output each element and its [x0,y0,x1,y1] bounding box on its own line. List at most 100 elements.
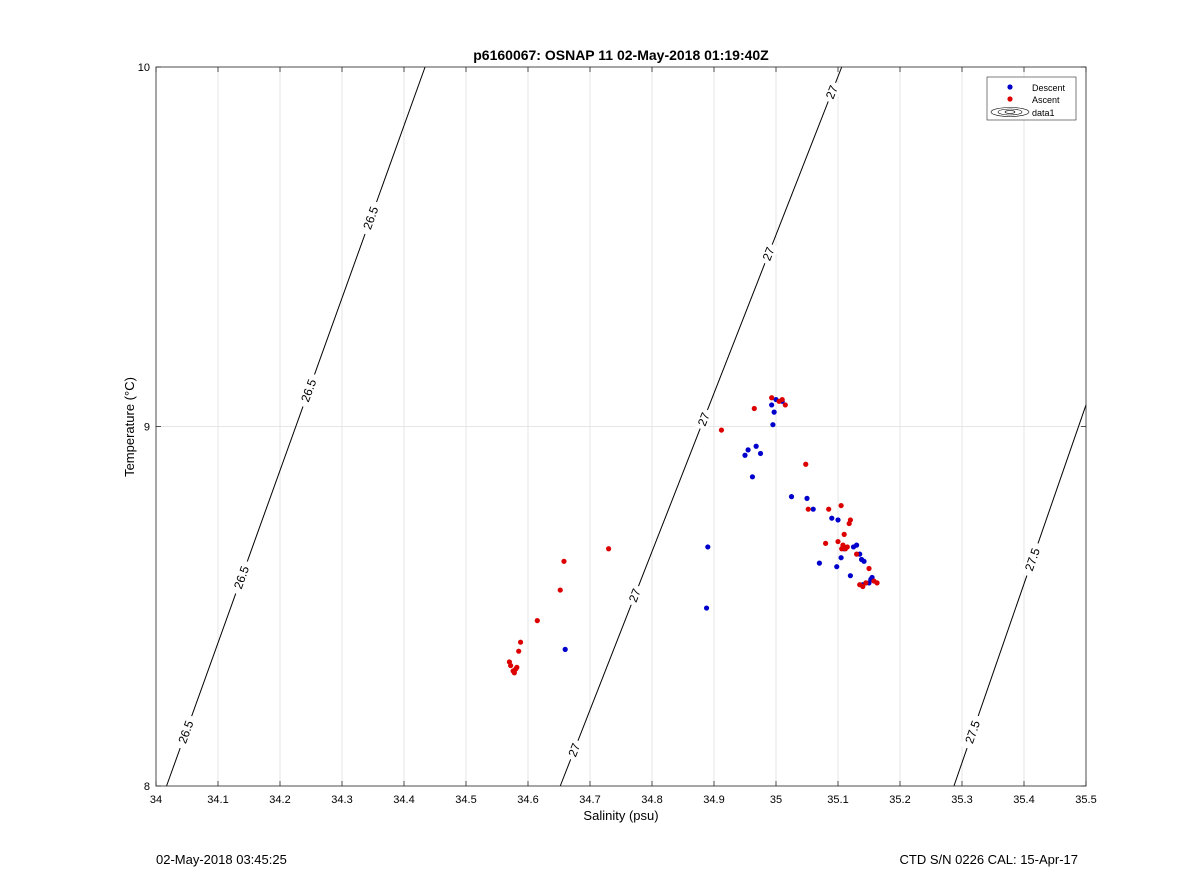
data-points [506,395,880,676]
x-tick-label: 35.3 [951,794,972,806]
descent-point [757,450,764,457]
descent-point [749,474,756,480]
descent-point [788,494,795,500]
isopycnal-label: 27 [565,741,583,759]
x-axis-ticks: 34 34.1 34.2 34.3 34.4 34.5 34.6 34.7 34.8 34.9 35… [150,67,1097,806]
ascent-point [866,565,872,572]
ascent-point [854,551,860,557]
isopycnal-label: 27 [760,245,778,263]
ascent-point [860,583,866,590]
footer-timestamp: 02-May-2018 03:45:25 [156,852,287,867]
x-tick-label: 34.5 [455,794,476,806]
legend-descent-label: Descent [1032,83,1066,93]
legend-box [986,76,1077,121]
isopycnal-line [166,66,426,787]
ascent-point [517,639,524,645]
descent-point [753,443,759,449]
isopycnal-label-bg [693,407,714,432]
y-axis-label: Temperature (°C) [122,377,137,477]
y-tick-label: 9 [144,422,150,434]
legend-ascent-marker [1007,96,1013,102]
isopycnal-label-bg [173,713,199,751]
footer-ctd-info: CTD S/N 0226 CAL: 15-Apr-17 [899,852,1078,867]
descent-point [703,605,710,611]
ascent-point [516,648,522,654]
descent-point [745,447,751,453]
y-tick-label: 8 [144,781,150,793]
legend: Descent Ascent data1 [986,76,1077,121]
legend-descent-marker [1007,84,1013,90]
isopycnal-label-bg [960,713,985,751]
descent-point [562,646,568,652]
x-tick-label: 34.1 [207,794,228,806]
descent-point [834,564,840,570]
x-axis-label: Salinity (psu) [583,808,658,823]
x-tick-label: 35.2 [889,794,910,806]
x-tick-label: 34.7 [579,794,600,806]
ascent-point [835,538,841,545]
x-tick-label: 34.2 [269,794,290,806]
isopycnal-label-bg [229,559,254,596]
ascent-point [508,662,514,669]
x-tick-label: 34 [150,794,162,806]
ascent-point [826,506,832,512]
chart-title: p6160067: OSNAP 11 02-May-2018 01:19:40Z [473,47,769,63]
descent-point [829,515,835,521]
isopycnal-label-bg [564,738,585,762]
ascent-point [838,502,844,509]
isopycnal-label-bg [1020,541,1045,578]
x-tick-label: 34.4 [393,794,414,806]
ascent-point [779,396,785,403]
isopycnal-label-bg [296,372,322,409]
x-tick-label: 35 [770,794,782,806]
descent-point [861,558,867,564]
isopycnal-label: 27 [695,410,713,428]
descent-point [835,517,841,523]
ascent-point [805,506,811,512]
isopycnal-label-bg [758,242,779,266]
ascent-point [874,580,880,586]
legend-contour-icon [990,107,1030,117]
x-tick-label: 35.5 [1075,794,1096,806]
isopycnal-label-bg [358,199,384,237]
legend-ascent-label: Ascent [1032,95,1060,105]
isopycnal-label: 27 [626,586,644,604]
legend-data1-label: data1 [1032,108,1055,118]
ascent-point [534,618,540,624]
ascent-point [751,405,757,412]
descent-point [854,542,860,548]
isopycnal-label-bg [624,583,645,608]
descent-point [770,422,776,428]
descent-point [769,402,775,408]
isopycnal-label-bg [821,80,843,105]
descent-point [816,560,823,566]
x-tick-label: 35.1 [827,794,848,806]
ascent-point [841,531,847,537]
descent-point [804,495,810,501]
ascent-point [847,517,854,523]
ascent-point [782,402,788,408]
x-tick-label: 34.9 [703,794,724,806]
ascent-point [823,540,829,546]
x-tick-label: 34.6 [517,794,538,806]
isopycnal-label: 27 [823,83,841,101]
ascent-point [606,546,612,552]
ascent-point [803,461,809,467]
descent-point [838,555,844,561]
descent-point [847,573,854,579]
x-tick-label: 34.3 [331,794,352,806]
descent-point [810,506,816,512]
descent-point [771,409,777,415]
descent-point [742,452,748,458]
x-tick-label: 35.4 [1013,794,1034,806]
y-axis-ticks: 8 9 10 [138,62,1086,793]
descent-point [705,544,711,550]
x-tick-label: 34.8 [641,794,662,806]
y-tick-label: 10 [138,62,150,74]
ascent-point [718,427,725,433]
ascent-point [561,558,567,564]
ascent-point [769,395,775,401]
ascent-point [514,664,520,670]
